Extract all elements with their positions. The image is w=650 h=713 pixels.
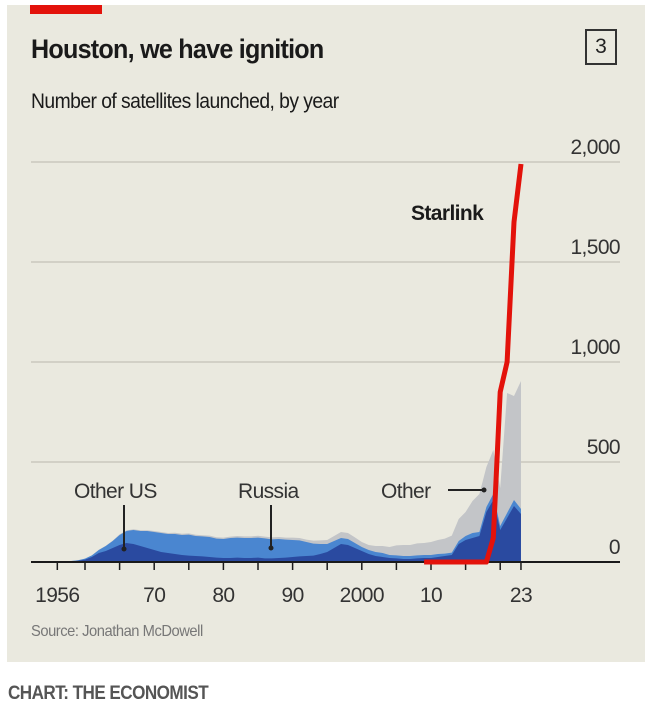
chart-subtitle: Number of satellites launched, by year xyxy=(31,90,339,113)
x-axis-ticks: 1956 70 80 90 2000 10 23 xyxy=(35,562,533,607)
y-tick-label: 500 xyxy=(587,436,620,459)
x-tick-label: 1956 xyxy=(35,584,79,607)
x-tick-label: 90 xyxy=(282,584,304,607)
annotation-other-us-dot xyxy=(121,546,127,552)
annotation-russia: Russia xyxy=(238,480,300,503)
chart-number-badge: 3 xyxy=(585,29,617,65)
gridlines xyxy=(31,161,620,463)
area-russia xyxy=(64,494,521,562)
y-tick-label: 1,000 xyxy=(570,336,620,359)
area-other-us xyxy=(64,500,521,562)
x-tick-label: 10 xyxy=(420,584,442,607)
annotation-other-dot xyxy=(481,487,487,493)
y-tick-label: 1,500 xyxy=(570,236,620,259)
x-tick-label: 80 xyxy=(212,584,234,607)
chart-credit: CHART: THE ECONOMIST xyxy=(8,683,209,704)
x-tick-label: 2000 xyxy=(340,584,384,607)
annotation-other-us: Other US xyxy=(74,480,157,503)
y-axis-ticks: 0 500 1,000 1,500 2,000 xyxy=(570,136,620,559)
source-note: Source: Jonathan McDowell xyxy=(31,623,203,640)
y-tick-label: 0 xyxy=(609,536,620,559)
starlink-line-group xyxy=(424,163,524,565)
annotations: Other US Russia Other Starlink xyxy=(74,202,487,552)
chart-title: Houston, we have ignition xyxy=(31,34,324,64)
y-tick-label: 2,000 xyxy=(570,136,620,159)
x-tick-label: 23 xyxy=(510,584,532,607)
annotation-other: Other xyxy=(381,480,431,503)
stacked-areas xyxy=(64,381,521,562)
starlink-line xyxy=(424,163,524,565)
economist-red-tab xyxy=(30,5,102,14)
annotation-russia-dot xyxy=(268,545,274,551)
x-tick-label: 70 xyxy=(143,584,165,607)
annotation-starlink: Starlink xyxy=(411,202,484,225)
